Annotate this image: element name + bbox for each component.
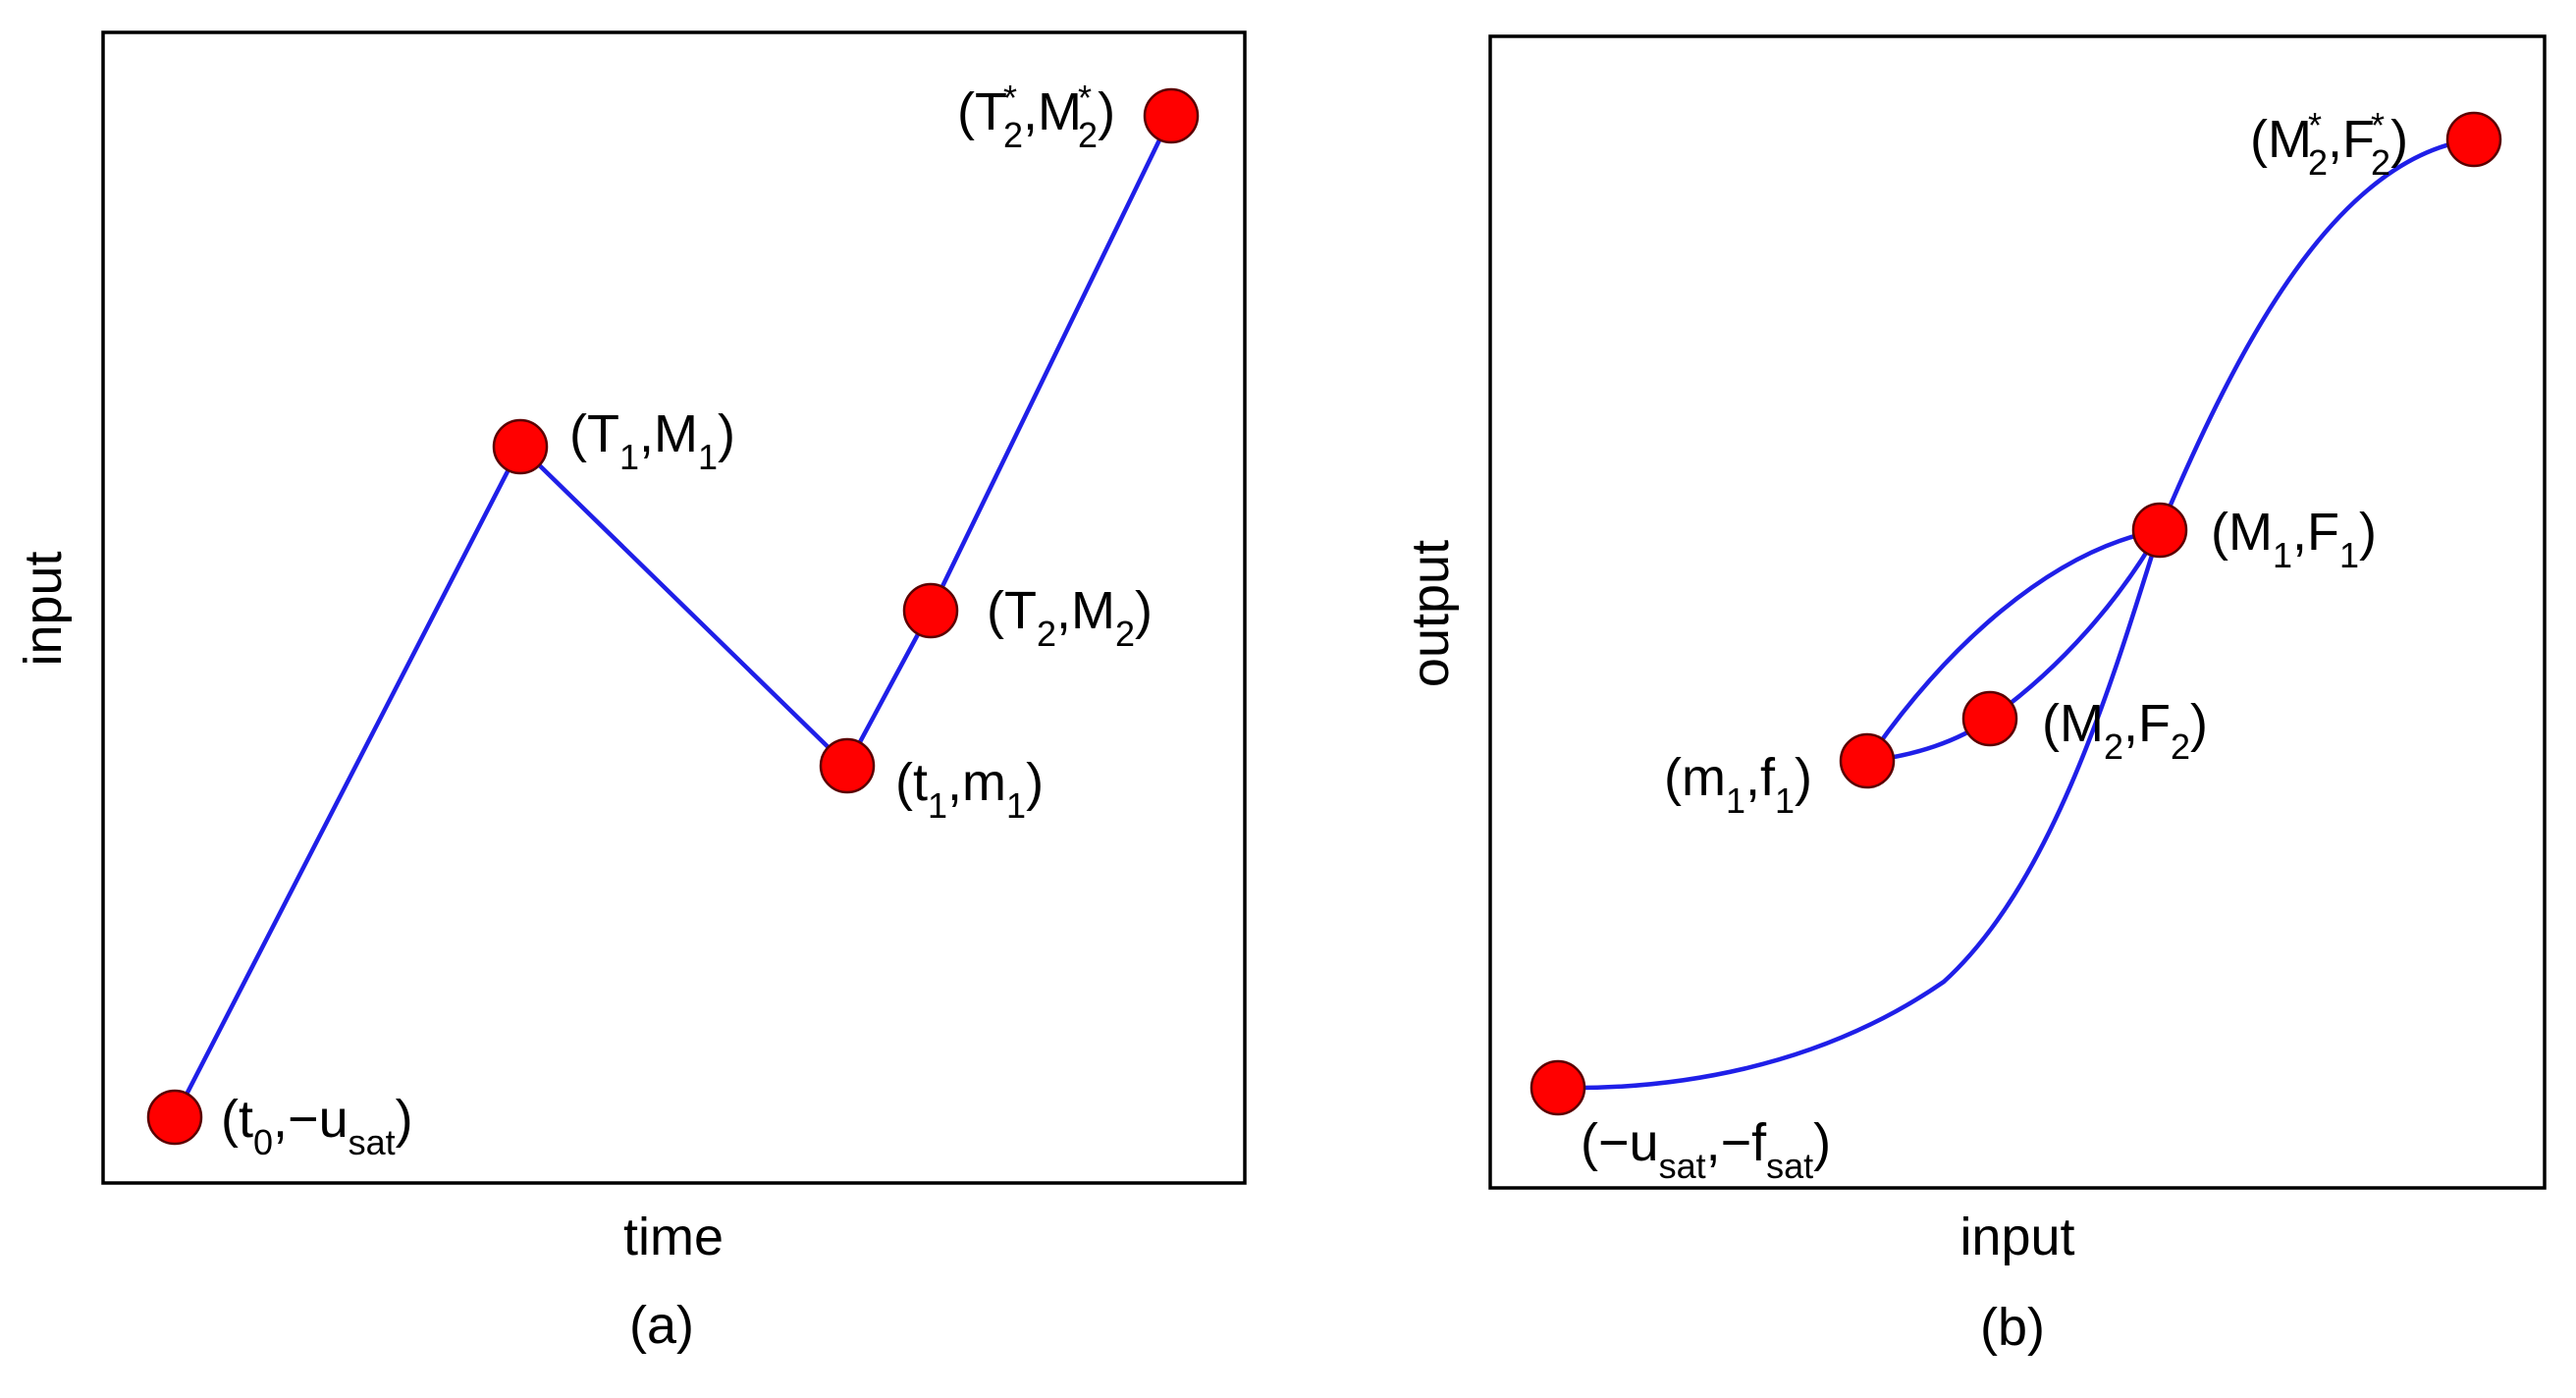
panel-a-caption: (a) <box>629 1296 694 1355</box>
panel-b-xlabel: input <box>1959 1208 2074 1266</box>
panel-b-caption: (b) <box>1980 1298 2045 1357</box>
panel-a-frame <box>101 30 1247 1185</box>
point-t1-m1 <box>819 737 876 794</box>
panel-a-ylabel: input <box>14 551 73 666</box>
point-T1-M1 <box>492 418 549 475</box>
label-T2-M2: (T2,M2) <box>987 581 1153 654</box>
panel-b-ylabel: output <box>1401 540 1460 687</box>
label-M1-F1: (M1,F1) <box>2211 503 2377 575</box>
label-M2-F2: (M2,F2) <box>2042 694 2208 767</box>
point-T2star-M2star <box>1143 87 1200 144</box>
label-t0-usat: (t0,−usat) <box>221 1090 413 1162</box>
point-M2-F2 <box>1961 690 2018 747</box>
label-T2star-M2star: (T* 2,M* 2) <box>957 78 1115 155</box>
label-M2star-F2star: (M* 2,F* 2) <box>2250 105 2408 183</box>
label-m1-f1: (m1,f1) <box>1664 748 1812 821</box>
panel-b-frame <box>1488 34 2547 1190</box>
point-t0-usat <box>146 1089 203 1146</box>
panel-a: (t0,−usat) (T1,M1) (t1,m1) (T2,M2) (T* 2,… <box>14 30 1247 1355</box>
panel-b-upper-branch <box>1864 527 2163 764</box>
point-M2star-F2star <box>2445 111 2502 168</box>
point-T2-M2 <box>902 582 959 639</box>
label-T1-M1: (T1,M1) <box>569 404 735 477</box>
point-M1-F1 <box>2131 502 2188 559</box>
panel-a-xlabel: time <box>623 1208 724 1266</box>
label-usat-fsat: (−usat,−fsat) <box>1581 1113 1831 1186</box>
panel-b-main-curve <box>1555 136 2477 1091</box>
point-usat-fsat <box>1530 1059 1586 1116</box>
label-t1-m1: (t1,m1) <box>895 753 1044 826</box>
panel-b: (−usat,−fsat) (m1,f1) (M2,F2) (M1,F1) (M… <box>1401 34 2547 1357</box>
point-m1-f1 <box>1839 732 1896 789</box>
panel-b-lower-branch-2 <box>1987 527 2163 722</box>
